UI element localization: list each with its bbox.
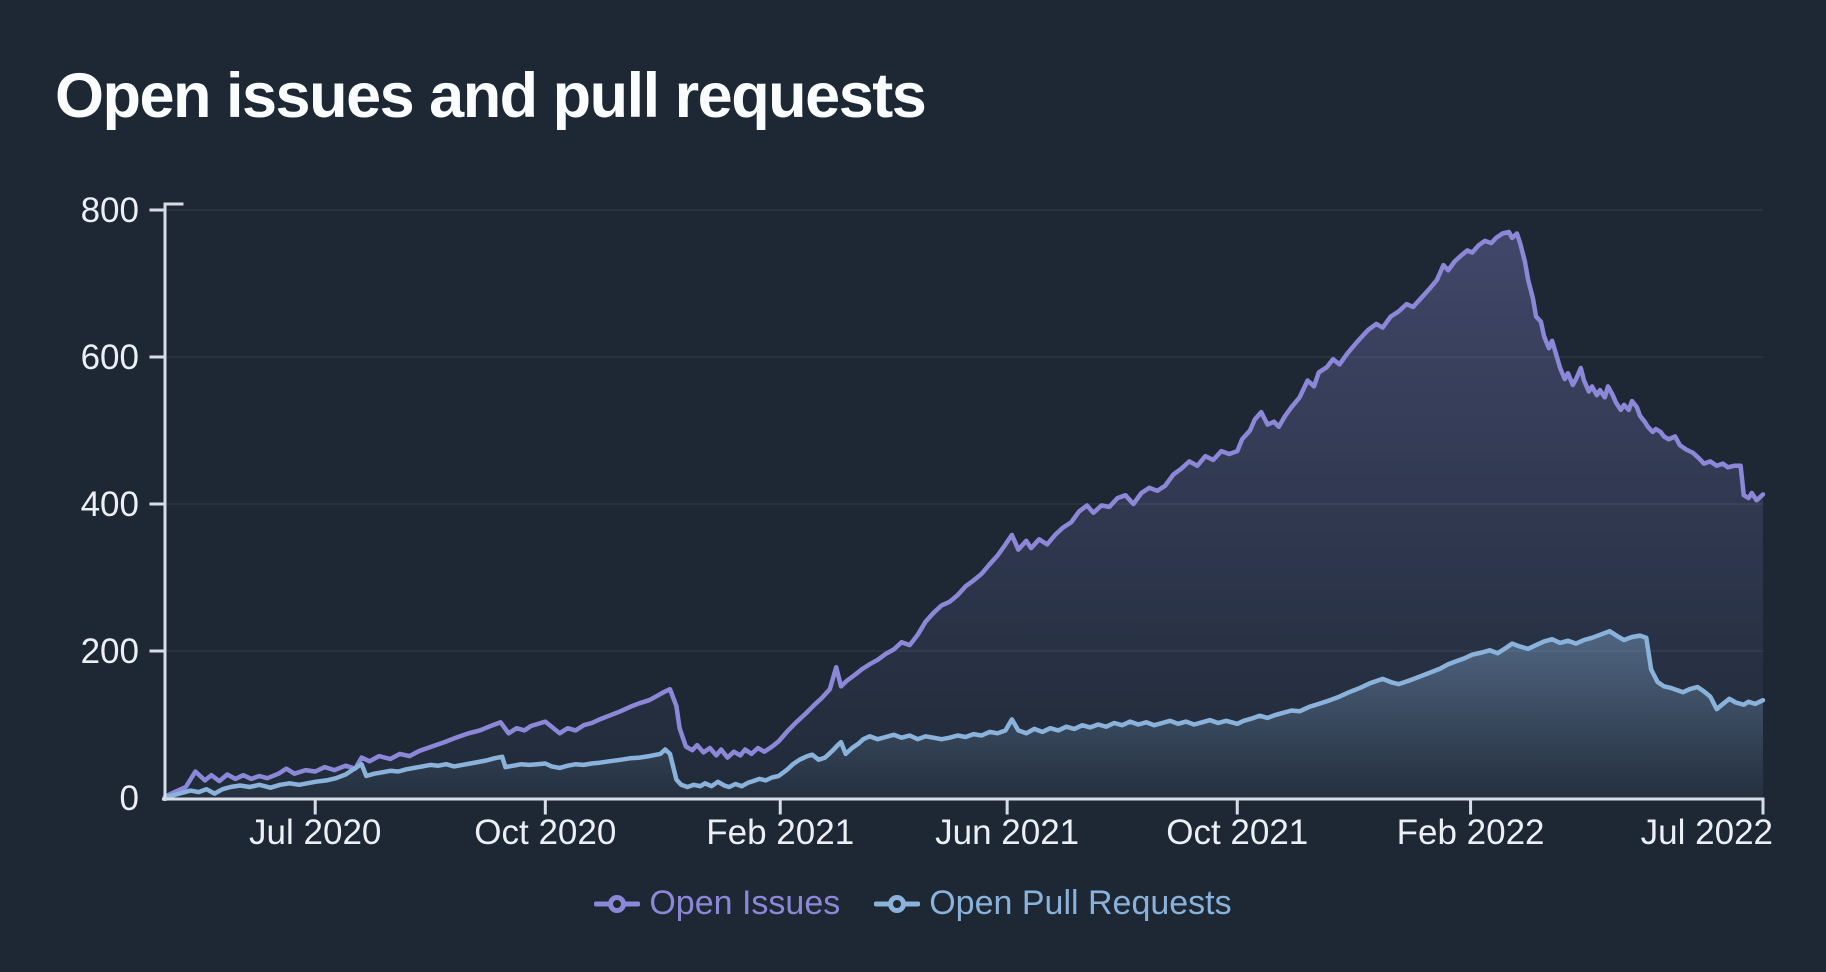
open-pull-requests-area [165, 631, 1763, 798]
x-axis-label-feb-2021: Feb 2021 [706, 813, 854, 852]
y-axis-label-200: 200 [81, 632, 139, 671]
chart-title: Open issues and pull requests [55, 61, 927, 132]
x-axis-label-jul-2020: Jul 2020 [249, 813, 381, 852]
y-axis-label-0: 0 [120, 779, 139, 818]
x-axis-label-oct-2020: Oct 2020 [474, 813, 616, 852]
y-axis-label-800: 800 [81, 191, 139, 230]
x-axis-label-oct-2021: Oct 2021 [1166, 813, 1308, 852]
legend-item-open-pull-requests[interactable]: Open Pull Requests [874, 884, 1232, 923]
axes [149, 202, 1765, 815]
legend-label: Open Issues [649, 884, 841, 922]
chart-legend: Open Issues Open Pull Requests [0, 884, 1826, 923]
open-issues-legend-marker-icon [594, 894, 641, 913]
open-issues-area [165, 232, 1763, 798]
legend-item-open-issues[interactable]: Open Issues [594, 884, 840, 923]
chart-canvas: 0 200 400 600 800 Jul 2020 Oct 2020 Feb 2021 Jun… [81, 191, 1773, 852]
open-pull-requests-line[interactable] [162, 628, 1766, 801]
y-axis-label-600: 600 [81, 338, 139, 377]
y-axis-label-400: 400 [81, 485, 139, 524]
x-axis-label-jul-2022: Jul 2022 [1641, 813, 1773, 852]
x-axis-label-jun-2021: Jun 2021 [935, 813, 1079, 852]
open-issues-line[interactable] [162, 229, 1766, 799]
x-axis-label-feb-2022: Feb 2022 [1397, 813, 1545, 852]
legend-label: Open Pull Requests [929, 884, 1232, 922]
open-pull-requests-legend-marker-icon [874, 894, 921, 913]
